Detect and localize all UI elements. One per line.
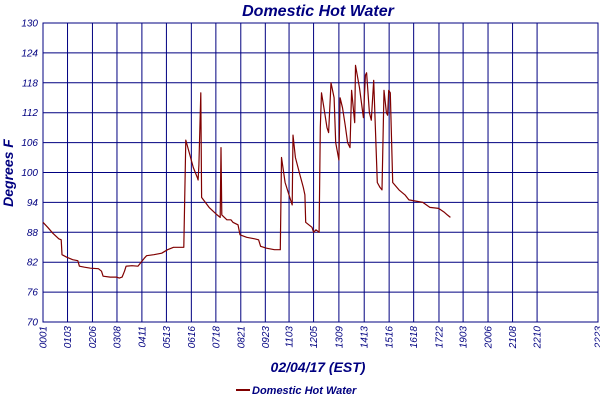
x-tick-label: 0308	[112, 326, 123, 349]
x-tick-labels: 0001 0103 0206 0308 0411 0513 0616 0718 0821 0923…	[39, 326, 600, 350]
y-tick-labels: 70 76 82 88 94 100 106 112 118 124 130	[21, 19, 38, 329]
y-tick-label: 94	[27, 198, 39, 209]
y-axis-label: Degrees F	[0, 139, 16, 207]
x-tick-label: 1618	[409, 326, 420, 349]
y-tick-label: 82	[27, 258, 39, 269]
plot-frame	[42, 22, 599, 323]
x-tick-label: 0513	[162, 326, 173, 349]
y-tick-label: 112	[22, 108, 38, 119]
x-tick-label: 1516	[385, 326, 396, 349]
y-tick-label: 88	[27, 228, 39, 239]
x-tick-label: 1103	[285, 326, 296, 348]
y-tick-label: 106	[21, 138, 38, 149]
y-tick-label: 130	[21, 19, 38, 30]
x-tick-label: 1413	[360, 326, 371, 349]
legend-label: Domestic Hot Water	[252, 385, 357, 397]
x-tick-label: 0001	[39, 326, 50, 348]
y-tick-label: 118	[22, 78, 38, 89]
x-tick-label: 0206	[88, 326, 99, 349]
x-tick-label: 0821	[236, 326, 247, 348]
y-tick-label: 76	[27, 288, 39, 299]
x-tick-label: 1903	[459, 326, 470, 349]
chart-title: Domestic Hot Water	[242, 3, 395, 20]
x-tick-label: 0616	[187, 326, 198, 349]
y-tick-label: 100	[21, 168, 38, 179]
x-tick-label: 1722	[434, 326, 445, 349]
x-tick-label: 2006	[484, 326, 495, 350]
x-tick-label: 0718	[211, 326, 222, 349]
x-tick-label: 2108	[508, 326, 519, 350]
legend: Domestic Hot Water	[236, 385, 357, 397]
x-tick-label: 2210	[533, 326, 544, 350]
x-tick-label: 0103	[63, 326, 74, 349]
series-line	[42, 64, 451, 279]
grid-lines	[42, 22, 599, 323]
series-layer	[42, 64, 451, 279]
x-tick-label: 1309	[334, 326, 345, 349]
x-axis-label: 02/04/17 (EST)	[271, 359, 366, 375]
y-tick-label: 124	[21, 48, 38, 59]
x-tick-label: 2223	[594, 326, 600, 350]
x-tick-label: 0411	[137, 326, 148, 348]
x-tick-label: 0923	[261, 326, 272, 349]
y-tick-label: 70	[27, 318, 39, 329]
x-tick-label: 1205	[309, 326, 320, 349]
